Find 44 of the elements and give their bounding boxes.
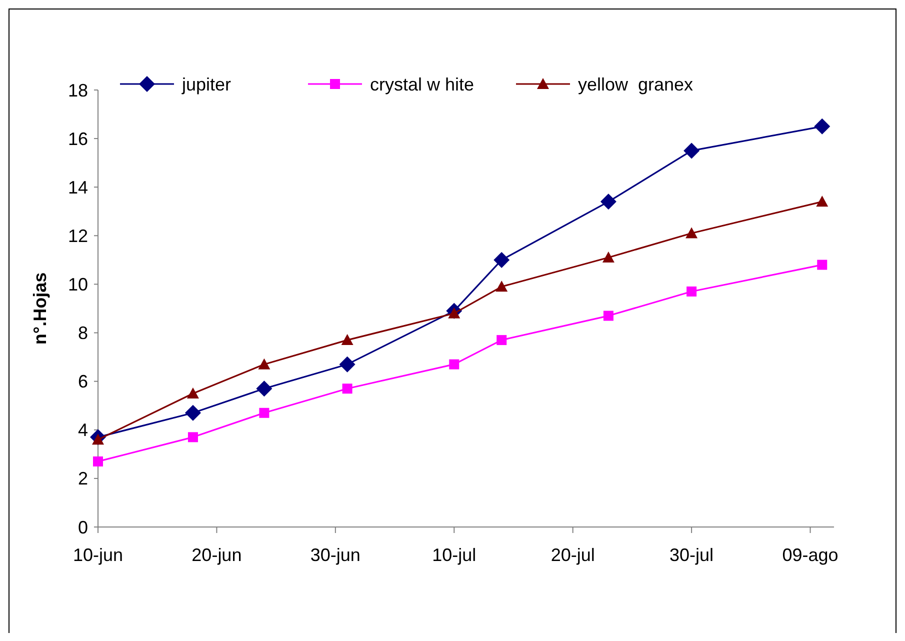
- x-tick-label: 20-jul: [550, 545, 595, 565]
- point: [259, 408, 270, 418]
- point: [817, 260, 828, 270]
- point: [602, 252, 614, 263]
- legend-label: crystal w hite: [370, 74, 474, 94]
- y-tick-label: 18: [68, 80, 88, 100]
- point: [449, 359, 460, 370]
- point: [258, 358, 270, 370]
- point: [686, 286, 697, 297]
- y-tick-label: 8: [78, 323, 88, 344]
- x-tick-label: 10-jul: [432, 545, 476, 565]
- x-tick-label: 09-ago: [782, 545, 838, 565]
- x-tick-label: 30-jun: [310, 545, 360, 565]
- y-tick-label: 12: [68, 226, 88, 246]
- point: [686, 227, 698, 238]
- y-tick-label: 10: [68, 274, 88, 295]
- y-tick-label: 16: [68, 128, 88, 149]
- y-axis-title: n°.Hojas: [30, 272, 50, 345]
- y-tick-label: 14: [68, 177, 88, 198]
- legend-label: yellow granex: [578, 74, 694, 94]
- y-tick-label: 2: [78, 468, 88, 489]
- point: [93, 456, 103, 466]
- point: [814, 118, 830, 134]
- point: [494, 252, 510, 268]
- point: [184, 404, 201, 421]
- point: [684, 142, 700, 159]
- point: [188, 432, 198, 442]
- x-tick-label: 10-jun: [72, 545, 124, 565]
- y-tick-label: 6: [78, 372, 88, 392]
- point: [341, 334, 354, 346]
- point: [496, 335, 507, 346]
- point: [816, 196, 828, 207]
- point: [496, 280, 508, 292]
- point: [342, 384, 352, 394]
- point: [600, 194, 616, 210]
- legend-label: jupiter: [181, 74, 232, 94]
- y-tick-label: 4: [78, 420, 88, 440]
- point: [603, 310, 614, 321]
- y-tick-label: 0: [78, 517, 88, 538]
- x-tick-label: 20-jun: [192, 545, 242, 565]
- point: [256, 380, 272, 397]
- x-tick-label: 30-jul: [670, 545, 714, 565]
- point: [339, 356, 356, 372]
- point: [186, 387, 199, 398]
